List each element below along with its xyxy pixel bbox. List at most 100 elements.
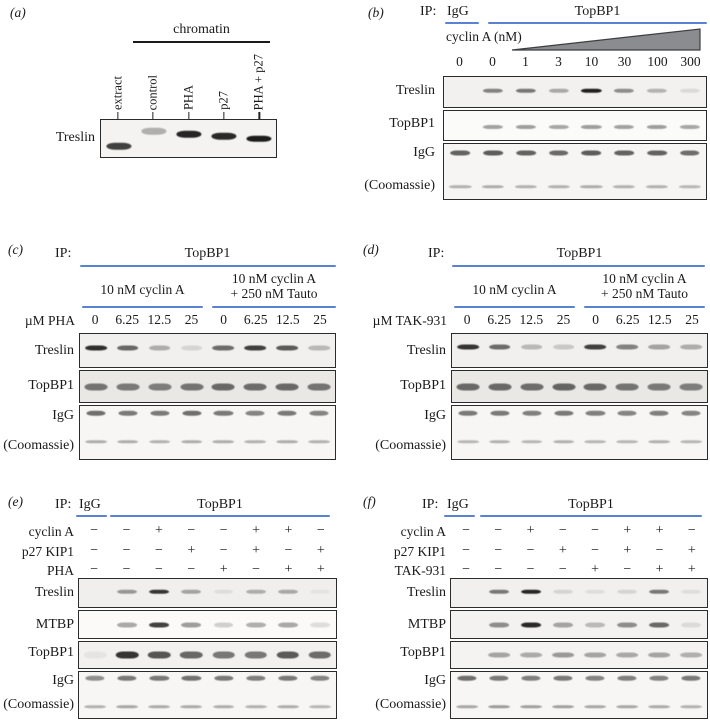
panel-f-condition-label-p27: p27 KIP1 (393, 544, 446, 559)
protein-band (584, 440, 607, 444)
protein-band (616, 704, 638, 709)
panel-b-blot-topbp1 (443, 110, 707, 141)
lane-value: 6.25 (243, 312, 268, 327)
protein-band (213, 589, 234, 594)
panel-f-blot-treslin (450, 578, 708, 608)
lane-value: + (655, 523, 664, 538)
lane-value: − (122, 543, 131, 558)
protein-band (554, 410, 574, 416)
lane-value: 12.5 (147, 312, 172, 327)
lane-value: + (623, 543, 632, 558)
protein-band (150, 410, 170, 416)
lane-value: 300 (680, 54, 701, 69)
lane-tick (187, 112, 190, 119)
protein-band (116, 704, 139, 709)
panel-e-ip-label: IP: (55, 497, 72, 512)
panel-c-dose-row: 0 6.25 12.5 25 0 6.25 12.5 25 (79, 312, 336, 328)
protein-band (276, 440, 299, 444)
lane-value: 100 (647, 54, 668, 69)
lane-value: − (122, 562, 131, 577)
panel-e-blot-mtbp (78, 610, 337, 639)
lane-value: − (316, 523, 325, 538)
protein-band (118, 410, 138, 416)
panel-d-bands-igg (452, 406, 707, 430)
lane-value: − (284, 543, 293, 558)
protein-band (180, 651, 203, 659)
panel-e-blot-treslin (78, 578, 337, 608)
protein-band (553, 622, 573, 627)
protein-band (85, 345, 107, 351)
lane-value: − (462, 523, 471, 538)
protein-band (84, 383, 108, 390)
rotated-lane-label: PHA (181, 84, 195, 110)
protein-band (212, 704, 235, 709)
protein-band (490, 410, 510, 416)
protein-band (116, 383, 140, 390)
panel-a-label: (a) (10, 5, 26, 20)
lane-tick (258, 112, 260, 119)
protein-band (105, 143, 132, 150)
panel-d-group-1-underline (454, 306, 575, 308)
protein-band (276, 704, 299, 709)
lane-value: + (687, 562, 696, 577)
panel-b-ip-group-igg: IgG (447, 4, 469, 19)
protein-band (117, 675, 137, 681)
panel-b-row-label-coomassie: (Coomassie) (364, 178, 435, 193)
protein-band (481, 184, 505, 189)
panel-e-condition-signs-cyclin-a: − − + − − + + − (78, 523, 337, 538)
protein-band (581, 124, 602, 129)
protein-band (548, 150, 569, 156)
protein-band (580, 184, 603, 189)
protein-band (212, 345, 235, 351)
lane-tick (223, 112, 225, 119)
lane-value: − (122, 523, 131, 538)
lane-value: − (558, 562, 567, 577)
panel-b-titration-wedge-icon (510, 27, 702, 51)
protein-band (456, 704, 478, 709)
protein-band (681, 675, 701, 681)
protein-band (516, 150, 536, 156)
panel-b-blot-igg-coomassie (443, 143, 707, 200)
panel-e-igg-underline (76, 515, 107, 517)
protein-band (649, 410, 669, 416)
protein-band (681, 589, 701, 594)
protein-band (117, 589, 138, 594)
panel-c-bands-topbp1 (80, 371, 335, 402)
lane-value: + (252, 523, 261, 538)
panel-e-blot-igg-coomassie (78, 671, 337, 719)
protein-band (212, 651, 235, 659)
protein-band (584, 344, 607, 350)
protein-band (277, 589, 298, 594)
protein-band (552, 652, 574, 658)
protein-band (552, 440, 575, 444)
protein-band (617, 622, 637, 627)
protein-band (616, 652, 638, 658)
protein-band (276, 345, 299, 351)
lane-value: 0 (489, 54, 496, 69)
protein-band (245, 410, 265, 416)
panel-b-row-label-igg: IgG (413, 145, 435, 160)
protein-band (115, 651, 139, 659)
lane-tick (152, 112, 154, 119)
panel-c-blot-igg-coomassie (79, 405, 336, 460)
panel-d-treatment-group-1: 10 nM cyclin A (472, 282, 557, 297)
panel-f-bands-mtbp (451, 611, 707, 638)
protein-band (583, 383, 607, 390)
protein-band (613, 88, 635, 93)
protein-band (488, 652, 510, 658)
lane-value: − (623, 562, 632, 577)
protein-band (450, 150, 471, 156)
protein-band (552, 704, 574, 709)
lane-value: − (591, 543, 600, 558)
protein-band (180, 345, 203, 351)
protein-band (614, 150, 634, 156)
panel-c-topbp1-underline (80, 265, 336, 267)
panel-f-bands-treslin (451, 579, 707, 607)
lane-tick (117, 112, 119, 119)
protein-band (648, 704, 670, 709)
panel-a-chromatin-header: chromatin (173, 22, 230, 37)
panel-e-condition-label-pha: PHA (46, 563, 74, 578)
lane-value: − (154, 562, 163, 577)
panel-f-row-label-coomassie: (Coomassie) (375, 697, 446, 712)
lane-value: 0 (91, 312, 99, 327)
